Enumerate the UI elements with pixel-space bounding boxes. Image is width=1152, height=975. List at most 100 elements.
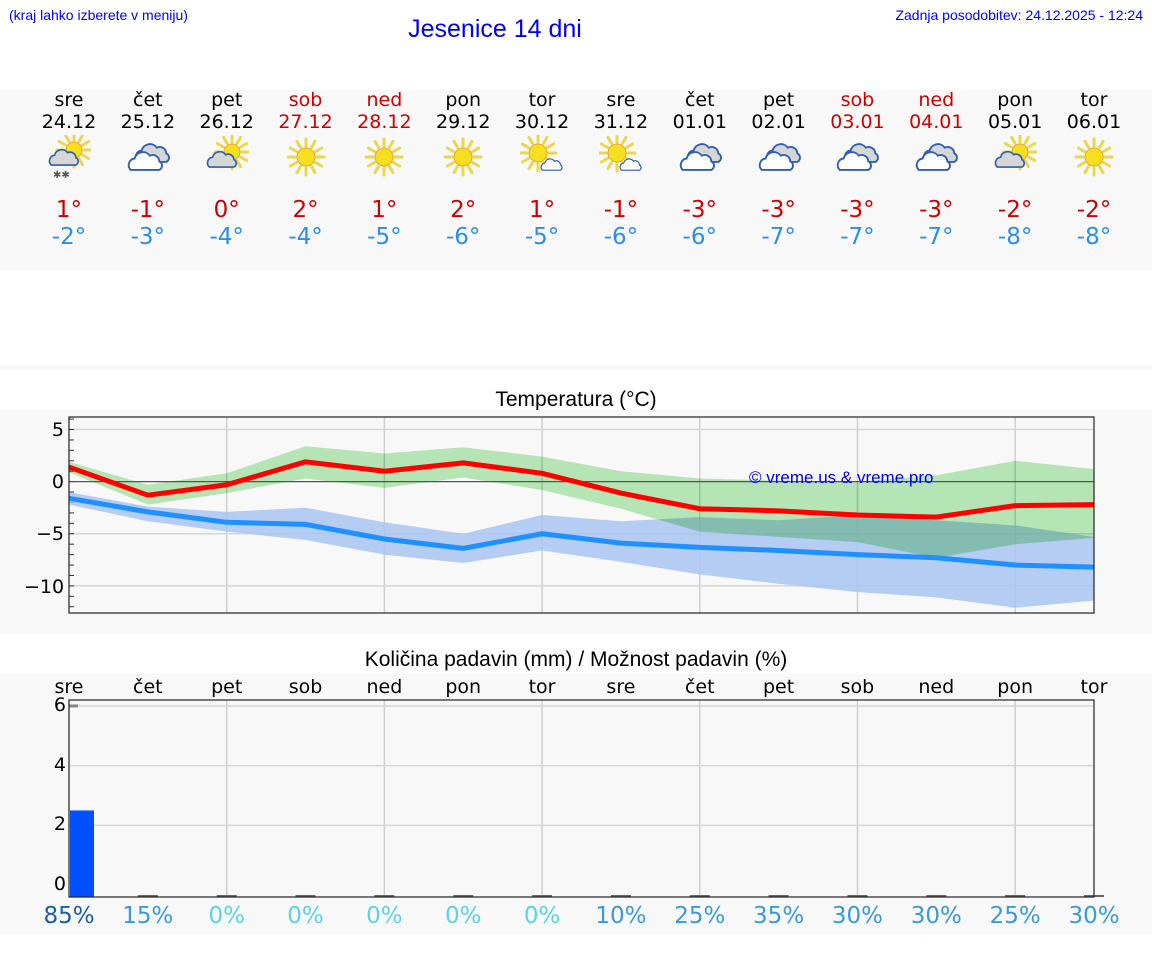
day-name: sre: [606, 89, 636, 111]
min-temperature: -7°: [761, 224, 796, 250]
min-temperature: -6°: [682, 224, 717, 250]
partly-cloudy-snow-icon: ✱✱: [47, 131, 93, 181]
precip-day-label: pet: [211, 676, 243, 698]
temp-ytick: 5: [51, 419, 64, 441]
sunny-icon: [362, 135, 406, 179]
day-name: sre: [54, 89, 84, 111]
precip-probability: 30%: [831, 903, 884, 929]
temperature-chart: [68, 416, 1095, 614]
max-temperature: 1°: [371, 197, 398, 223]
day-name: tor: [1080, 89, 1108, 111]
day-name: pet: [763, 89, 795, 111]
precip-probability: 0%: [444, 903, 482, 929]
precip-day-label: sre: [606, 676, 636, 698]
min-temperature: -6°: [603, 224, 639, 250]
location-menu-hint: (kraj lahko izberete v meniju): [9, 7, 188, 23]
day-name: tor: [528, 89, 556, 111]
temp-ytick: −10: [24, 576, 65, 598]
day-name: pet: [211, 89, 243, 111]
day-date: 06.01: [1066, 111, 1122, 133]
max-temperature: -3°: [919, 197, 954, 223]
day-date: 05.01: [987, 111, 1043, 133]
max-temperature: 2°: [450, 197, 477, 223]
day-date: 28.12: [357, 111, 412, 133]
max-temperature: 1°: [528, 197, 556, 223]
precip-day-label: ned: [366, 676, 403, 698]
day-name: ned: [918, 89, 955, 111]
precip-day-label: pon: [997, 676, 1033, 698]
precip-day-label: ned: [918, 676, 955, 698]
watermark: © vreme.us & vreme.pro: [749, 468, 934, 487]
precip-probability: 30%: [910, 903, 962, 929]
precip-ytick: 4: [53, 753, 66, 776]
day-date: 01.01: [672, 111, 727, 133]
day-date: 29.12: [436, 111, 491, 133]
min-temperature: -7°: [919, 224, 954, 250]
precip-probability: 15%: [122, 903, 174, 929]
precip-day-label: sre: [54, 676, 84, 698]
max-temperature: -3°: [761, 197, 796, 223]
precip-probability: 10%: [595, 903, 647, 929]
overcast-icon: [126, 135, 170, 179]
day-name: pon: [445, 89, 482, 111]
precip-probability: 0%: [208, 903, 245, 929]
day-date: 24.12: [41, 111, 97, 133]
precipitation-chart-title: Količina padavin (mm) / Možnost padavin …: [364, 648, 788, 671]
precip-day-label: tor: [528, 676, 556, 698]
precip-probability: 0%: [366, 903, 403, 929]
max-temperature: -3°: [682, 197, 717, 223]
precip-probability: 0%: [523, 903, 561, 929]
precip-ytick: 2: [53, 813, 66, 836]
precip-probability: 25%: [674, 903, 726, 929]
overcast-icon: [914, 135, 959, 179]
sunny-icon: [284, 135, 328, 179]
min-temperature: -6°: [446, 224, 481, 250]
max-temperature: 1°: [55, 197, 83, 223]
max-temperature: -3°: [840, 197, 875, 223]
precip-day-label: sob: [288, 676, 323, 698]
svg-text:✱✱: ✱✱: [53, 170, 70, 179]
precip-day-label: čet: [684, 676, 715, 698]
min-temperature: -2°: [51, 224, 87, 250]
day-name: čet: [684, 89, 715, 111]
max-temperature: -2°: [997, 197, 1033, 223]
mostly-sunny-icon: [518, 133, 564, 179]
min-temperature: -8°: [997, 224, 1033, 250]
day-name: pon: [997, 89, 1033, 111]
forecast-strip: [0, 90, 1152, 270]
precip-ytick: 6: [53, 693, 66, 716]
precip-probability: 30%: [1068, 903, 1120, 929]
min-temperature: -4°: [288, 224, 323, 250]
max-temperature: -2°: [1076, 197, 1112, 223]
precipitation-chart: [68, 699, 1104, 898]
day-date: 04.01: [909, 111, 964, 133]
min-temperature: -4°: [209, 224, 244, 250]
overcast-icon: [678, 135, 722, 179]
last-updated: Zadnja posodobitev: 24.12.2025 - 12:24: [895, 7, 1143, 23]
temp-ytick: 0: [51, 471, 64, 493]
max-temperature: -1°: [130, 197, 166, 223]
precip-day-label: pet: [763, 676, 795, 698]
min-temperature: -7°: [840, 224, 875, 250]
page-title: Jesenice 14 dni: [408, 15, 582, 43]
precip-day-label: čet: [133, 676, 163, 698]
partly-cloudy-icon: [205, 133, 251, 179]
day-date: 02.01: [751, 111, 806, 133]
max-temperature: -1°: [603, 197, 639, 223]
max-temperature: 0°: [213, 197, 240, 223]
overcast-icon: [757, 135, 801, 179]
precip-probability: 35%: [753, 903, 805, 929]
min-temperature: -5°: [367, 224, 402, 250]
precip-probability: 25%: [989, 903, 1041, 929]
precip-ytick: 0: [53, 873, 66, 896]
precip-day-label: pon: [445, 676, 482, 698]
precip-probability: 85%: [43, 903, 95, 929]
day-name: ned: [366, 89, 403, 111]
precip-day-label: tor: [1080, 676, 1108, 698]
overcast-icon: [835, 135, 880, 179]
temp-ytick: −5: [35, 523, 64, 545]
day-date: 03.01: [830, 111, 885, 133]
min-temperature: -5°: [524, 224, 560, 250]
day-date: 31.12: [593, 111, 649, 133]
day-date: 27.12: [278, 111, 333, 133]
